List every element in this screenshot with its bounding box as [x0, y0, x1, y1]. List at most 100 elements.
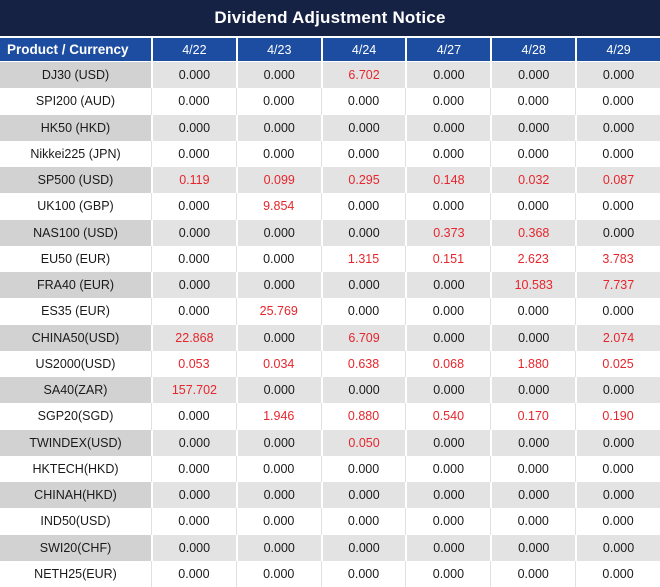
dividend-value-cell: 0.099	[235, 167, 321, 194]
dividend-value-cell: 3.783	[575, 245, 660, 272]
product-cell: EU50 (EUR)	[0, 245, 151, 272]
dividend-value-cell: 0.000	[405, 429, 491, 456]
table-row: UK100 (GBP) 0.000 9.854 0.000 0.000 0.000 0.00…	[0, 193, 660, 220]
dividend-value-cell: 0.000	[490, 324, 576, 351]
dividend-value-cell: 0.000	[151, 272, 236, 299]
dividend-value-cell: 0.000	[405, 140, 491, 167]
dividend-value-cell: 0.000	[151, 114, 236, 141]
table-body: DJ30 (USD) 0.000 0.000 6.702 0.000 0.000 0.000…	[0, 62, 660, 587]
product-cell: TWINDEX(USD)	[0, 429, 151, 456]
dividend-value-cell: 0.638	[320, 350, 406, 377]
dividend-value-cell: 0.000	[320, 193, 406, 220]
dividend-value-cell: 2.074	[575, 324, 660, 351]
dividend-value-cell: 0.000	[235, 455, 321, 482]
dividend-value-cell: 0.000	[151, 455, 236, 482]
dividend-value-cell: 0.000	[235, 245, 321, 272]
product-cell: SWI20(CHF)	[0, 534, 151, 561]
dividend-value-cell: 0.000	[490, 482, 576, 509]
dividend-value-cell: 0.000	[490, 508, 576, 535]
dividend-value-cell: 0.000	[490, 455, 576, 482]
dividend-value-cell: 0.368	[490, 219, 576, 246]
dividend-value-cell: 0.000	[575, 114, 660, 141]
dividend-value-cell: 0.000	[235, 272, 321, 299]
dividend-value-cell: 0.000	[235, 324, 321, 351]
product-cell: HKTECH(HKD)	[0, 455, 151, 482]
dividend-value-cell: 0.032	[490, 167, 576, 194]
dividend-value-cell: 0.000	[405, 193, 491, 220]
dividend-value-cell: 1.946	[235, 403, 321, 430]
product-cell: SP500 (USD)	[0, 167, 151, 194]
product-cell: IND50(USD)	[0, 508, 151, 535]
dividend-value-cell: 0.000	[405, 272, 491, 299]
table-row: IND50(USD) 0.000 0.000 0.000 0.000 0.000 0.000	[0, 508, 660, 535]
dividend-value-cell: 6.702	[320, 62, 406, 89]
product-cell: SPI200 (AUD)	[0, 88, 151, 115]
dividend-value-cell: 0.000	[151, 534, 236, 561]
table-row: SA40(ZAR) 157.702 0.000 0.000 0.000 0.000 0.00…	[0, 377, 660, 404]
product-cell: HK50 (HKD)	[0, 114, 151, 141]
dividend-value-cell: 0.000	[575, 560, 660, 587]
table-row: CHINA50(USD) 22.868 0.000 6.709 0.000 0.000 2.…	[0, 324, 660, 351]
dividend-value-cell: 0.190	[575, 403, 660, 430]
product-cell: SGP20(SGD)	[0, 403, 151, 430]
dividend-value-cell: 0.000	[151, 429, 236, 456]
dividend-value-cell: 0.000	[235, 534, 321, 561]
dividend-value-cell: 0.000	[405, 88, 491, 115]
product-cell: ES35 (EUR)	[0, 298, 151, 325]
dividend-value-cell: 0.000	[405, 114, 491, 141]
dividend-value-cell: 0.000	[405, 455, 491, 482]
dividend-value-cell: 0.000	[575, 140, 660, 167]
dividend-value-cell: 0.148	[405, 167, 491, 194]
dividend-value-cell: 0.000	[235, 114, 321, 141]
dividend-value-cell: 0.000	[405, 62, 491, 89]
product-cell: FRA40 (EUR)	[0, 272, 151, 299]
dividend-value-cell: 0.000	[405, 560, 491, 587]
dividend-value-cell: 0.000	[490, 88, 576, 115]
dividend-value-cell: 0.000	[575, 219, 660, 246]
dividend-value-cell: 0.000	[575, 455, 660, 482]
dividend-value-cell: 0.000	[575, 377, 660, 404]
table-row: CHINAH(HKD) 0.000 0.000 0.000 0.000 0.000 0.00…	[0, 482, 660, 509]
dividend-value-cell: 1.315	[320, 245, 406, 272]
dividend-value-cell: 0.000	[235, 560, 321, 587]
dividend-value-cell: 0.000	[151, 88, 236, 115]
dividend-value-cell: 0.000	[490, 62, 576, 89]
date-column-header: 4/22	[151, 38, 236, 62]
table-row: TWINDEX(USD) 0.000 0.000 0.050 0.000 0.000 0.0…	[0, 429, 660, 456]
dividend-value-cell: 0.000	[405, 298, 491, 325]
dividend-value-cell: 0.000	[490, 534, 576, 561]
dividend-value-cell: 25.769	[235, 298, 321, 325]
product-cell: CHINAH(HKD)	[0, 482, 151, 509]
dividend-value-cell: 0.000	[235, 482, 321, 509]
dividend-value-cell: 0.170	[490, 403, 576, 430]
dividend-value-cell: 0.000	[235, 377, 321, 404]
dividend-value-cell: 0.000	[490, 298, 576, 325]
dividend-value-cell: 0.000	[235, 508, 321, 535]
table-row: SPI200 (AUD) 0.000 0.000 0.000 0.000 0.000 0.0…	[0, 88, 660, 115]
dividend-value-cell: 0.000	[405, 377, 491, 404]
dividend-value-cell: 0.000	[405, 482, 491, 509]
table-row: HKTECH(HKD) 0.000 0.000 0.000 0.000 0.000 0.00…	[0, 455, 660, 482]
dividend-value-cell: 0.000	[575, 429, 660, 456]
dividend-value-cell: 0.000	[320, 219, 406, 246]
dividend-value-cell: 0.068	[405, 350, 491, 377]
product-currency-header: Product / Currency	[0, 38, 151, 62]
dividend-value-cell: 157.702	[151, 377, 236, 404]
product-cell: NETH25(EUR)	[0, 560, 151, 587]
dividend-value-cell: 0.000	[490, 377, 576, 404]
dividend-value-cell: 0.000	[151, 403, 236, 430]
dividend-value-cell: 0.000	[320, 272, 406, 299]
page-title: Dividend Adjustment Notice	[214, 8, 446, 27]
table-row: SP500 (USD) 0.119 0.099 0.295 0.148 0.032 0.08…	[0, 167, 660, 194]
table-row: SWI20(CHF) 0.000 0.000 0.000 0.000 0.000 0.000	[0, 534, 660, 561]
dividend-value-cell: 7.737	[575, 272, 660, 299]
date-column-header: 4/24	[320, 38, 406, 62]
dividend-value-cell: 0.000	[320, 534, 406, 561]
product-cell: NAS100 (USD)	[0, 219, 151, 246]
dividend-value-cell: 0.000	[151, 482, 236, 509]
dividend-value-cell: 0.000	[320, 377, 406, 404]
dividend-value-cell: 0.373	[405, 219, 491, 246]
dividend-value-cell: 0.050	[320, 429, 406, 456]
dividend-value-cell: 2.623	[490, 245, 576, 272]
